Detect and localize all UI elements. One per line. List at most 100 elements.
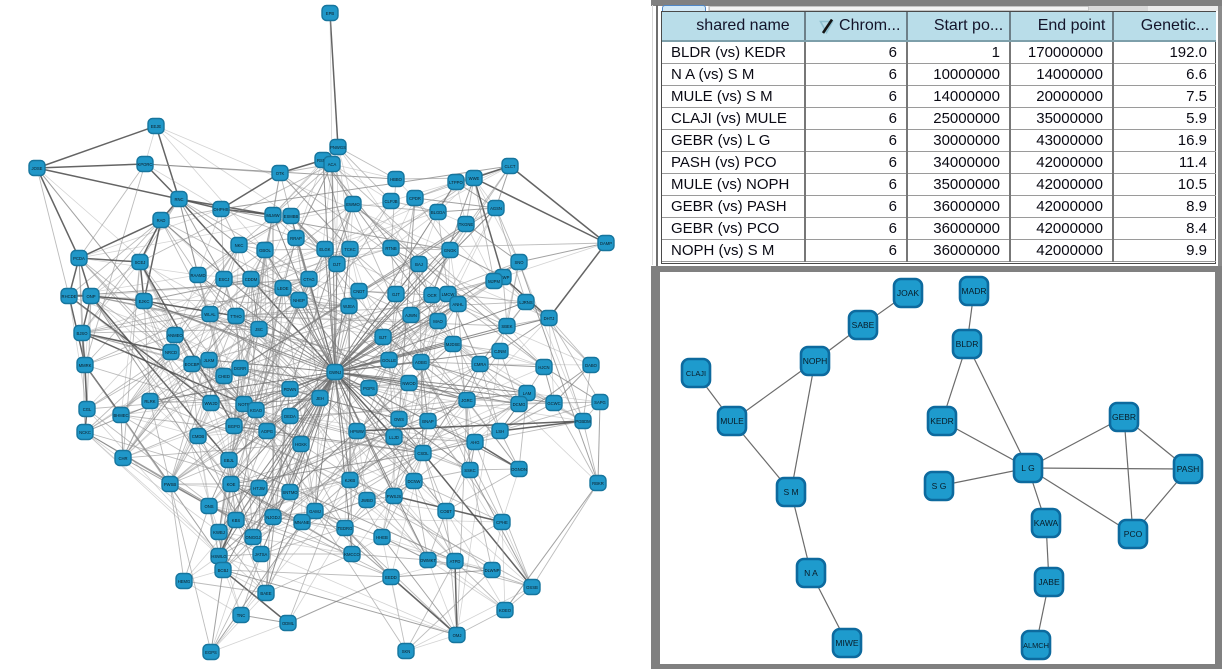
svg-text:HBBO: HBBO <box>390 177 403 182</box>
svg-text:SBEK: SBEK <box>501 324 512 329</box>
svg-text:DGRR: DGRR <box>234 366 246 371</box>
svg-text:CDDM: CDDM <box>245 277 258 282</box>
svg-text:MJDSE: MJDSE <box>446 342 460 347</box>
svg-text:JOSE: JOSE <box>32 166 43 171</box>
svg-text:MULE: MULE <box>720 416 744 426</box>
svg-text:DCMG: DCMG <box>513 402 526 407</box>
svg-text:ANMEO: ANMEO <box>167 333 183 338</box>
svg-text:TEDRG: TEDRG <box>338 526 353 531</box>
svg-text:S M: S M <box>783 487 798 497</box>
svg-text:KAWA: KAWA <box>1034 518 1059 528</box>
svg-text:GBOL: GBOL <box>259 248 271 253</box>
svg-text:BJT: BJT <box>379 335 387 340</box>
svg-text:SKN: SKN <box>402 649 411 654</box>
svg-text:OCR: OCR <box>427 293 436 298</box>
svg-text:HHEB: HHEB <box>376 535 388 540</box>
svg-text:WJEA: WJEA <box>343 304 355 309</box>
svg-text:NRCD: NRCD <box>165 350 177 355</box>
svg-text:OGNON: OGNON <box>511 467 527 472</box>
svg-text:LTPPO: LTPPO <box>449 180 463 185</box>
svg-text:L G: L G <box>1021 463 1034 473</box>
svg-text:DHTJ: DHTJ <box>544 316 555 321</box>
svg-text:ATPD: ATPD <box>450 559 461 564</box>
svg-text:SSKC: SSKC <box>464 468 475 473</box>
svg-text:WWJD: WWJD <box>204 401 217 406</box>
svg-text:BNAP: BNAP <box>422 419 434 424</box>
svg-text:OWS: OWS <box>394 417 404 422</box>
svg-text:RRAP: RRAP <box>290 236 302 241</box>
svg-text:RNC: RNC <box>174 197 183 202</box>
svg-text:CPHE: CPHE <box>496 520 508 525</box>
svg-text:NCKC: NCKC <box>79 430 91 435</box>
svg-text:OMJ: OMJ <box>453 633 462 638</box>
svg-text:KMCCO: KMCCO <box>344 552 360 557</box>
svg-text:RAD: RAD <box>157 218 166 223</box>
svg-text:ONGGJ: ONGGJ <box>246 535 261 540</box>
svg-text:DEDA: DEDA <box>284 414 296 419</box>
svg-text:BAEE: BAEE <box>260 591 271 596</box>
svg-text:KOE: KOE <box>227 482 236 487</box>
svg-text:S G: S G <box>932 481 947 491</box>
svg-text:RHCDE: RHCDE <box>62 294 77 299</box>
svg-text:GJT: GJT <box>392 292 400 297</box>
svg-text:PGPS: PGPS <box>363 386 375 391</box>
svg-text:HSWLG: HSWLG <box>211 554 226 559</box>
svg-text:TCKC: TCKC <box>344 247 355 252</box>
svg-text:KOEO: KOEO <box>499 608 512 613</box>
svg-text:LLJD: LLJD <box>389 435 399 440</box>
svg-text:WLAL: WLAL <box>204 312 216 317</box>
svg-text:CLAJI: CLAJI <box>686 369 706 378</box>
svg-text:OSSB: OSSB <box>526 585 538 590</box>
svg-text:JOAK: JOAK <box>897 288 920 298</box>
svg-text:OWMKT: OWMKT <box>420 558 436 563</box>
svg-text:NOTB: NOTB <box>238 402 250 407</box>
svg-text:MIWE: MIWE <box>835 638 858 648</box>
svg-text:CMDB: CMDB <box>192 434 205 439</box>
svg-text:KBS: KBS <box>232 518 241 523</box>
svg-text:MLMW: MLMW <box>266 213 279 218</box>
svg-text:DJT: DJT <box>333 262 341 267</box>
svg-text:PCO: PCO <box>1124 529 1143 539</box>
svg-text:SNO: SNO <box>514 260 524 265</box>
svg-text:CSDL: CSDL <box>417 451 429 456</box>
svg-text:ONS: ONS <box>204 504 213 509</box>
svg-text:BHMEC: BHMEC <box>113 413 128 418</box>
svg-text:NKC: NKC <box>235 243 244 248</box>
svg-text:HJCN: HJCN <box>538 365 549 370</box>
svg-text:CLPJB: CLPJB <box>384 199 397 204</box>
svg-text:EWMO: EWMO <box>346 202 360 207</box>
svg-text:HGKK: HGKK <box>295 442 307 447</box>
svg-text:PDWN: PDWN <box>284 387 297 392</box>
svg-text:CHR: CHR <box>118 456 127 461</box>
svg-text:BLGDA: BLGDA <box>431 210 445 215</box>
svg-text:KJKB: KJKB <box>345 478 356 483</box>
svg-text:CNDT: CNDT <box>353 289 365 294</box>
svg-text:SCEJ: SCEJ <box>135 260 146 265</box>
svg-text:GNGK: GNGK <box>444 248 457 253</box>
svg-text:NHEP: NHEP <box>293 298 305 303</box>
svg-text:LJRNS: LJRNS <box>519 300 532 305</box>
svg-text:JLKM: JLKM <box>204 358 215 363</box>
svg-text:GCWC: GCWC <box>547 401 560 406</box>
svg-text:HEMG: HEMG <box>178 579 191 584</box>
svg-text:ONP: ONP <box>86 294 95 299</box>
svg-text:CPDR: CPDR <box>409 196 421 201</box>
svg-text:ESCJ: ESCJ <box>219 277 230 282</box>
svg-text:DABO: DABO <box>585 363 598 368</box>
svg-text:HPWW: HPWW <box>350 429 364 434</box>
svg-text:ALMCH: ALMCH <box>1023 641 1049 650</box>
svg-text:MAO: MAO <box>433 319 443 324</box>
svg-text:PWSJS: PWSJS <box>387 494 402 499</box>
svg-text:JSC: JSC <box>255 327 263 332</box>
svg-text:RLRK: RLRK <box>144 399 155 404</box>
svg-text:MJPM: MJPM <box>488 279 500 284</box>
svg-text:RAAMD: RAAMD <box>190 273 205 278</box>
svg-text:EJKC: EJKC <box>139 299 150 304</box>
svg-text:TTHO: TTHO <box>230 314 242 319</box>
svg-text:BLDR: BLDR <box>956 339 979 349</box>
svg-text:RTNB: RTNB <box>385 246 397 251</box>
svg-text:OTK: OTK <box>276 171 285 176</box>
svg-text:OHPHS: OHPHS <box>214 207 229 212</box>
svg-text:SAPG: SAPG <box>594 400 606 405</box>
svg-text:MADR: MADR <box>961 286 986 296</box>
